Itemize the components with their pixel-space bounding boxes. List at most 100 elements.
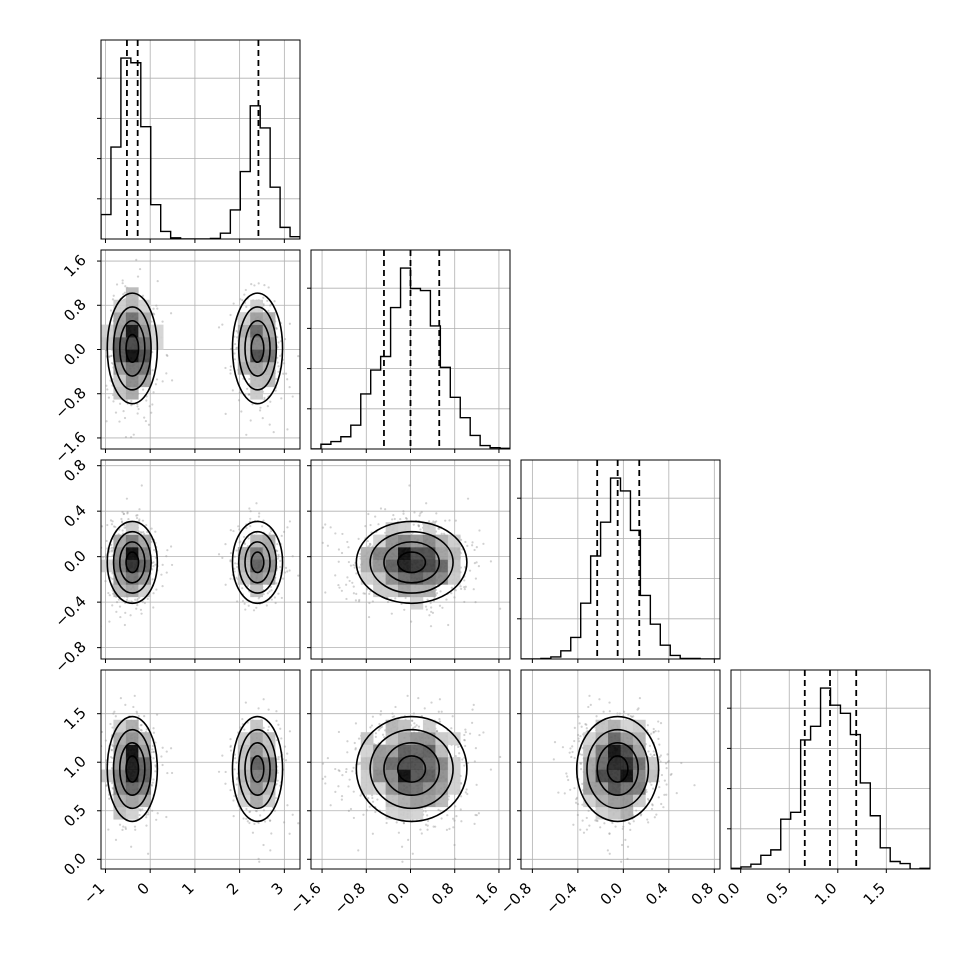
sample-point [238, 391, 241, 394]
sample-point [242, 535, 246, 539]
sample-point [279, 340, 283, 343]
sample-point [229, 551, 233, 555]
sample-point [98, 773, 100, 775]
sample-point [224, 782, 227, 785]
sample-point [446, 814, 449, 817]
sample-point [263, 398, 266, 401]
x-tick-label: 0.8 [428, 879, 458, 909]
sample-point [111, 572, 114, 575]
sample-point [357, 849, 360, 852]
sample-point [255, 502, 258, 505]
sample-point [326, 544, 329, 547]
y-tick-label: −0.8 [51, 638, 89, 676]
sample-point [115, 283, 119, 286]
sample-point [241, 299, 244, 302]
sample-point [152, 731, 156, 734]
sample-point [152, 778, 155, 781]
sample-point [450, 727, 453, 730]
sample-point [232, 302, 235, 305]
sample-point [450, 586, 453, 589]
sample-point [464, 728, 467, 731]
sample-point [145, 524, 148, 527]
sample-point [368, 592, 371, 595]
sample-point [151, 403, 154, 406]
sample-point [132, 433, 135, 436]
y-tick-label: −0.4 [51, 592, 89, 630]
sample-point [358, 566, 361, 569]
sample-point [275, 582, 278, 585]
sample-point [258, 860, 261, 863]
sample-point [254, 809, 257, 812]
sample-point [170, 563, 174, 567]
sample-point [123, 623, 126, 627]
sample-point [445, 598, 448, 601]
sample-point [465, 788, 468, 791]
sample-point [234, 342, 237, 346]
density-bin [125, 794, 139, 808]
sample-point [440, 710, 443, 713]
sample-point [435, 592, 439, 595]
sample-point [402, 512, 405, 515]
sample-point [478, 733, 481, 737]
sample-point [452, 817, 455, 820]
sample-point [368, 601, 371, 605]
sample-point [288, 730, 291, 733]
sample-point [352, 816, 355, 820]
sample-point [108, 797, 111, 800]
sample-point [161, 320, 164, 323]
sample-point [463, 733, 466, 737]
sample-point [129, 614, 132, 617]
sample-point [362, 813, 365, 816]
sample-point [432, 825, 435, 828]
sample-point [154, 530, 157, 533]
sample-point [262, 296, 265, 299]
sample-point [241, 599, 245, 603]
sample-point [130, 399, 133, 403]
sample-point [124, 703, 127, 706]
sample-point [466, 497, 470, 500]
sample-point [414, 725, 417, 728]
panel-2-0: −0.8−0.40.00.40.8 [51, 456, 301, 676]
sample-point [489, 768, 493, 771]
sample-point [463, 764, 466, 767]
sample-point [252, 609, 256, 612]
y-tick-label: 0.0 [60, 849, 90, 879]
sample-point [284, 759, 288, 762]
sample-point [573, 726, 576, 729]
density-bin [410, 534, 424, 548]
density-bin [250, 534, 263, 548]
sample-point [417, 697, 420, 700]
density-bin [398, 584, 411, 598]
sample-point [394, 597, 397, 600]
density-bin [250, 299, 263, 313]
panel-frame [100, 39, 301, 240]
sample-point [98, 548, 100, 550]
y-tick-label: 0.5 [60, 801, 90, 831]
sample-point [284, 566, 288, 569]
sample-point [152, 312, 155, 315]
sample-point [114, 838, 118, 841]
sample-point [463, 586, 466, 589]
sample-point [423, 707, 426, 710]
x-tick-label: 1 [178, 879, 197, 898]
sample-point [150, 411, 153, 414]
sample-point [499, 755, 502, 759]
sample-point [121, 529, 124, 532]
sample-point [145, 816, 148, 819]
sample-point [242, 817, 245, 820]
sample-point [466, 544, 469, 547]
sample-point [235, 329, 238, 333]
sample-point [221, 323, 224, 326]
sample-point [154, 563, 157, 566]
sample-point [240, 410, 243, 413]
sample-point [282, 577, 285, 580]
sample-point [234, 757, 237, 760]
sample-point [121, 282, 124, 285]
sample-point [277, 341, 280, 344]
sample-point [108, 594, 111, 597]
sample-point [277, 555, 280, 558]
sample-point [124, 826, 127, 829]
density-bin [447, 732, 461, 745]
sample-point [471, 708, 474, 711]
sample-point [340, 551, 344, 555]
